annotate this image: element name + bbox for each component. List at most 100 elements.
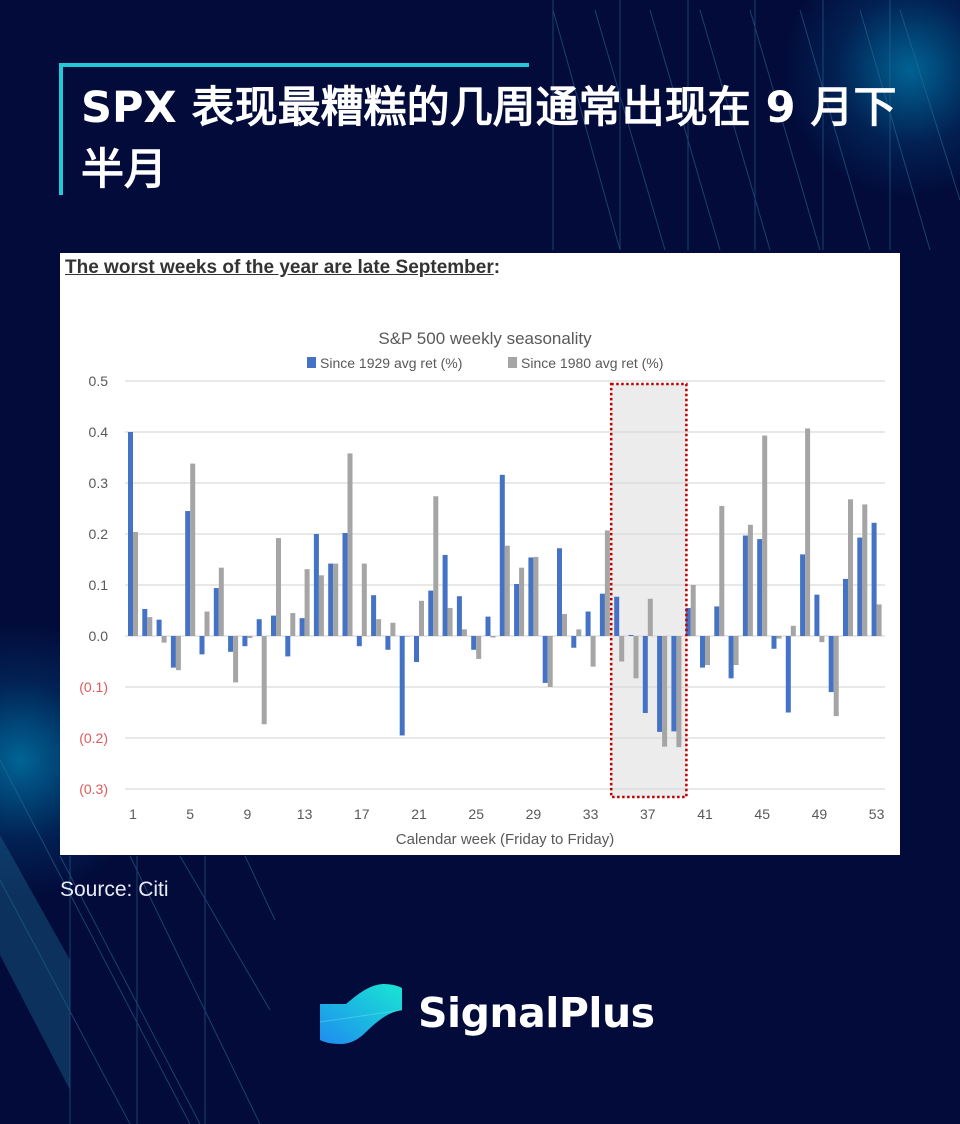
brand-logo: SignalPlus (318, 980, 655, 1046)
bar-1980 (490, 636, 496, 638)
bar-1929 (256, 619, 262, 636)
bar-1980 (190, 463, 196, 636)
bar-1980 (519, 567, 525, 636)
bar-1980 (833, 636, 839, 717)
bar-1980 (461, 629, 467, 636)
legend-swatch-1929 (307, 357, 316, 368)
bar-1980 (819, 636, 825, 643)
bar-1980 (290, 613, 296, 636)
bar-1929 (213, 588, 219, 636)
bar-1980 (776, 636, 782, 639)
bar-1929 (542, 636, 548, 683)
x-tick-label: 9 (244, 806, 252, 822)
bar-1980 (218, 567, 224, 636)
bar-1929 (571, 636, 577, 648)
bar-1929 (228, 636, 234, 652)
bar-1980 (676, 636, 682, 748)
bar-1980 (133, 531, 138, 636)
bar-1980 (147, 617, 153, 636)
bar-1929 (599, 593, 605, 636)
bar-1980 (876, 604, 882, 636)
bar-1929 (828, 636, 834, 693)
bar-1929 (142, 608, 148, 636)
bar-1980 (361, 563, 367, 636)
bar-1929 (342, 532, 348, 636)
source-label: Source: Citi (60, 878, 169, 901)
bar-1929 (528, 557, 534, 636)
bar-1929 (557, 548, 562, 636)
bar-1980 (261, 636, 267, 725)
bar-1980 (376, 619, 382, 636)
bar-1929 (585, 611, 591, 636)
bar-1980 (805, 428, 811, 636)
bar-1929 (771, 636, 777, 649)
bar-1980 (848, 499, 853, 636)
x-tick-label: 25 (468, 806, 484, 822)
bar-1929 (156, 619, 162, 636)
bar-1980 (662, 636, 668, 747)
bar-1980 (590, 636, 596, 667)
x-tick-label: 41 (697, 806, 713, 822)
y-tick-label: 0.5 (89, 373, 109, 389)
bar-1980 (747, 524, 753, 636)
x-tick-label: 17 (354, 806, 370, 822)
y-tick-label: 0.3 (89, 475, 109, 491)
bar-1980 (790, 625, 796, 636)
bar-1929 (456, 596, 462, 636)
bar-1929 (657, 636, 663, 732)
bar-1980 (762, 435, 768, 636)
bar-1980 (504, 545, 510, 636)
bar-1929 (299, 618, 305, 636)
brand-name: SignalPlus (418, 989, 655, 1037)
bar-1980 (390, 622, 396, 636)
bar-chart: 0.5 0.4 0.3 0.2 0.1 0.0 (0.1) (0.2) (0.3) 1 5 9 13 17… (79, 329, 885, 848)
y-tick-label: 0.2 (89, 526, 109, 542)
bar-1929 (714, 606, 720, 636)
y-tick-label: (0.1) (79, 679, 108, 695)
x-tick-label: 53 (869, 806, 885, 822)
legend-swatch-1980 (508, 357, 517, 368)
bar-1929 (271, 615, 276, 636)
bar-1929 (757, 539, 763, 636)
x-tick-label: 21 (411, 806, 427, 822)
bar-1929 (185, 511, 191, 636)
bar-1980 (562, 614, 567, 636)
bar-1929 (642, 636, 648, 714)
chart-heading-text: The worst weeks of the year are late Sep… (65, 257, 494, 278)
bar-1980 (647, 598, 653, 636)
bar-1929 (128, 432, 133, 636)
x-tick-label: 45 (754, 806, 770, 822)
bar-1980 (247, 636, 253, 639)
page-title: SPX 表现最糟糕的几周通常出现在 9 月下半月 (81, 83, 897, 195)
chart-card: 0.5 0.4 0.3 0.2 0.1 0.0 (0.1) (0.2) (0.3) 1 5 9 13 17… (60, 253, 900, 855)
bar-1929 (471, 636, 477, 650)
bar-1980 (419, 600, 424, 636)
bar-1980 (304, 569, 310, 636)
bar-1929 (685, 607, 691, 636)
legend-label-1980: Since 1980 avg ret (%) (521, 355, 663, 371)
bar-1980 (719, 505, 725, 636)
bar-1929 (170, 636, 176, 668)
bar-1980 (705, 636, 710, 666)
bar-1980 (404, 636, 410, 637)
chart-title: S&P 500 weekly seasonality (378, 329, 592, 348)
x-tick-label: 1 (129, 806, 137, 822)
bar-1929 (442, 554, 448, 636)
bar-1929 (742, 535, 748, 636)
x-tick-label: 29 (526, 806, 542, 822)
y-tick-label: 0.1 (89, 577, 109, 593)
bar-1980 (733, 636, 739, 666)
bar-1929 (371, 595, 377, 636)
bar-1929 (499, 474, 505, 636)
bar-1929 (399, 636, 405, 736)
bar-1929 (428, 590, 434, 636)
bar-1929 (199, 636, 205, 655)
bar-1980 (204, 611, 210, 636)
bar-1929 (857, 537, 863, 636)
x-tick-label: 49 (812, 806, 828, 822)
chart-heading-colon: : (493, 257, 501, 278)
bar-1929 (843, 578, 848, 636)
bar-1980 (175, 636, 181, 671)
bar-1929 (285, 636, 291, 657)
bar-1980 (576, 629, 582, 636)
